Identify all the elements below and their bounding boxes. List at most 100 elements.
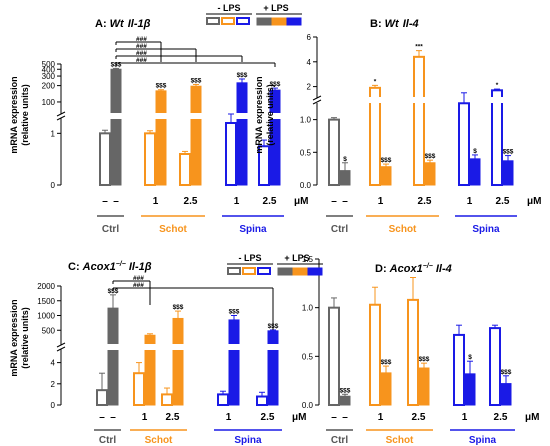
y-tick-label: 0	[51, 181, 56, 190]
y-tick-label: 1.0	[302, 304, 314, 313]
dose-label: 1	[226, 412, 232, 423]
bar-break	[227, 344, 241, 350]
significance-mark: $$$	[425, 153, 436, 160]
group-label-spina: Spina	[234, 435, 262, 446]
comparison-mark: ###	[136, 57, 147, 64]
legend-minus-lps: - LPS	[238, 253, 261, 263]
group-label-ctrl: Ctrl	[99, 435, 116, 446]
panel-D: D: Acox1−/− Il-40.00.51.01.5$$$$$$ $$$ $$$$…	[302, 255, 540, 446]
significance-mark: $	[343, 156, 347, 163]
panel-title: C: Acox1−/− Il-1β	[68, 261, 152, 273]
y-tick-label: 0.5	[300, 148, 312, 157]
dose-label: –	[342, 196, 348, 207]
legend-swatch-minus	[236, 17, 250, 25]
title-prefix: D:	[375, 263, 390, 275]
significance-mark: $$$	[108, 288, 119, 295]
bar	[339, 170, 351, 186]
dose-label: 1	[142, 412, 148, 423]
bar	[500, 383, 512, 406]
y-axis-label: (relative units)	[20, 307, 30, 369]
dose-label: 1	[467, 196, 473, 207]
bar	[489, 327, 501, 406]
legend-swatch-plus	[292, 267, 308, 276]
comparison-mark: ###	[133, 282, 144, 289]
bar-break	[412, 97, 426, 103]
comparison-mark: ###	[136, 36, 147, 43]
significance-mark: $$$	[503, 149, 514, 156]
y-tick-label: 1	[51, 129, 56, 138]
legend-swatch-plus	[307, 267, 323, 276]
y-axis-label: mRNA expression	[9, 76, 19, 153]
panel-title: A: Wt Il-1β	[95, 18, 151, 30]
legend-plus-lps: + LPS	[263, 3, 288, 13]
y-axis-label: mRNA expression	[254, 76, 264, 153]
bar-break	[368, 97, 382, 103]
bar-break	[106, 344, 120, 350]
dose-label: 1	[153, 196, 159, 207]
legend-swatch-minus	[206, 17, 220, 25]
bar	[453, 333, 465, 407]
significance-mark: $$$	[191, 77, 202, 84]
significance-mark: ***	[415, 44, 423, 51]
dose-label: –	[110, 412, 116, 423]
y-tick-label: 400	[42, 65, 56, 74]
bar	[155, 90, 167, 186]
group-label-spina: Spina	[472, 224, 500, 235]
significance-mark: $$$	[419, 356, 430, 363]
bar	[228, 319, 240, 406]
significance-mark: $	[468, 354, 472, 361]
bar	[267, 330, 279, 406]
panel-B: B: Wt Il-4 mRNA expression (relative units)…	[254, 18, 541, 235]
bar-break	[490, 97, 504, 103]
legend-swatch-plus	[271, 17, 287, 26]
bar	[424, 162, 436, 186]
bar	[256, 395, 268, 406]
title-prefix: C:	[68, 261, 83, 273]
group-label-schot: Schot	[386, 435, 414, 446]
bar	[328, 118, 340, 186]
significance-mark: $	[473, 148, 477, 155]
group-label-ctrl: Ctrl	[331, 435, 348, 446]
dose-label: 1	[378, 412, 384, 423]
legend-swatch-minus	[221, 17, 235, 25]
dose-label: 2.5	[412, 412, 426, 423]
bar-break	[266, 344, 280, 350]
bar	[99, 132, 111, 186]
bar	[458, 102, 470, 186]
group-label-spina: Spina	[469, 435, 497, 446]
group-label-schot: Schot	[159, 224, 187, 235]
dose-label: –	[331, 412, 337, 423]
group-label-spina: Spina	[239, 224, 267, 235]
y-tick-label: 300	[42, 72, 56, 81]
legend-swatch-minus	[257, 267, 271, 275]
legend-swatch-plus	[286, 17, 302, 26]
dose-label: 2.5	[166, 412, 180, 423]
y-axis-label: (relative units)	[20, 84, 30, 146]
dose-label: 1	[378, 196, 384, 207]
y-tick-label: 0.0	[302, 401, 314, 410]
bar	[380, 166, 392, 186]
dose-unit: μM	[527, 196, 541, 207]
bar	[339, 395, 351, 406]
axis-break-mark	[312, 99, 322, 105]
legend-swatch-plus	[277, 267, 293, 276]
lps-legend: - LPS + LPS	[227, 253, 323, 276]
dose-unit: μM	[294, 196, 308, 207]
y-tick-label: 200	[42, 82, 56, 91]
significance-mark: $$$	[156, 83, 167, 90]
significance-mark: $$$	[501, 369, 512, 376]
bar	[144, 132, 156, 186]
y-axis-label: (relative units)	[265, 84, 275, 146]
y-tick-label: 2000	[37, 282, 55, 291]
title-gene: Il-1β	[128, 18, 151, 30]
legend-minus-lps: - LPS	[217, 3, 240, 13]
y-tick-label: 500	[42, 60, 56, 69]
axis-break-mark	[312, 95, 322, 101]
significance-mark: *	[496, 82, 499, 89]
title-prefix: A:	[95, 18, 110, 30]
dose-label: –	[99, 412, 105, 423]
title-gene: Il-4	[403, 18, 419, 30]
bar	[469, 158, 481, 186]
